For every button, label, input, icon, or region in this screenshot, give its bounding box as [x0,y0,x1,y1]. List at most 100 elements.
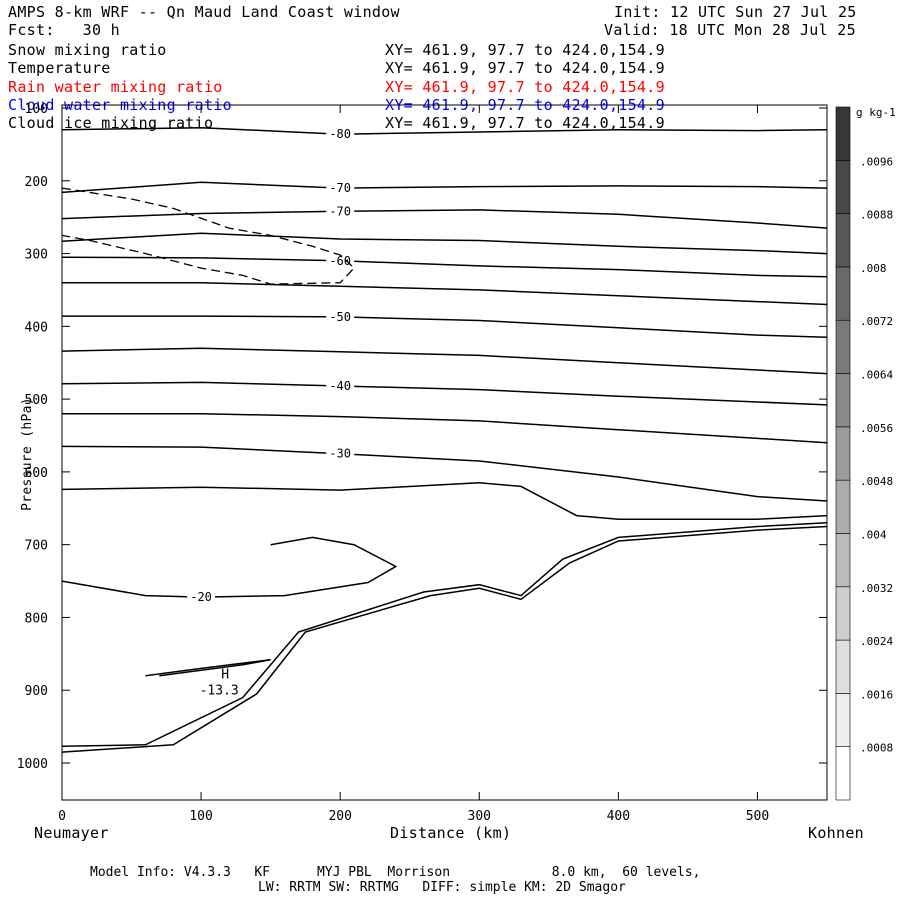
field-xy: XY= 461.9, 97.7 to 424.0,154.9 [385,114,665,132]
colorbar-label: .0056 [860,422,893,435]
colorbar-swatch [835,639,851,694]
colorbar-swatch [835,479,851,534]
contour-line [62,281,828,306]
x-tick-label: 500 [746,809,769,824]
colorbar-swatch [835,160,851,214]
model-info: Model Info: V4.3.3 KF MYJ PBL Morrison 8… [90,865,701,880]
contour-label: -30 [329,447,351,461]
x-right-label: Kohnen [808,824,864,842]
y-axis: 100 200 300 400 500 600 700 800 900 1000 [17,102,827,772]
contour-label: -40 [329,379,351,393]
y-tick-label: 100 [25,102,48,117]
contour-line [61,536,398,598]
snow-contour-line [61,187,356,285]
contour-line [61,482,828,520]
y-tick-label: 200 [25,175,48,190]
x-axis-label: Distance (km) [390,824,512,842]
x-tick-label: 400 [607,809,630,824]
contour-line [61,209,828,229]
contour-label-bg [326,203,355,218]
colorbar-label: .0064 [860,369,893,382]
colorbar-label: .0072 [860,315,893,328]
field-name: Snow mixing ratio [8,41,167,59]
y-axis-label: Pressure (hPa) [20,397,35,511]
y-tick-label: 300 [25,248,48,263]
colorbar-swatch [835,746,851,801]
contour-line [61,525,828,753]
chart-title: AMPS 8-km WRF -- Qn Maud Land Coast wind… [8,3,400,21]
y-tick-label: 700 [25,539,48,554]
contour-line [61,181,828,194]
colorbar-unit: g kg-1 [856,106,896,119]
x-tick-label: 300 [468,809,491,824]
contour-line [61,256,828,278]
contour-label: -70 [329,181,351,195]
contour-line [61,445,828,502]
x-tick-label: 100 [189,809,212,824]
field-xy: XY= 461.9, 97.7 to 424.0,154.9 [385,59,665,77]
field-xy: XY= 461.9, 97.7 to 424.0,154.9 [385,78,665,96]
y-tick-label: 500 [25,393,48,408]
field-name: Temperature [8,59,111,77]
max-value: -13.3 [200,684,239,699]
contour-line [61,381,828,406]
snow-contour [61,187,356,285]
init-time: Init: 12 UTC Sun 27 Jul 25 [614,3,857,21]
contour-label-bg [326,252,355,267]
contour-line [62,412,828,444]
contour-line [61,126,828,135]
max-label: H [221,668,229,683]
x-left-label: Neumayer [34,824,109,842]
temperature-contours: -80 -70 -70 -60 -50 -40 -30 -20 [61,126,828,753]
colorbar-swatch [835,533,851,588]
contour-label: -20 [190,590,212,604]
colorbar-swatch [835,586,851,641]
colorbar-label: .0088 [860,209,893,222]
forecast-hour: Fcst: 30 h [8,21,120,39]
contour-label-bg [326,126,355,141]
y-tick-label: 400 [25,320,48,335]
plot-frame [61,104,828,801]
contour-line [145,658,271,677]
colorbar-swatch [835,319,851,374]
colorbar-swatch [835,426,851,481]
contour-label-bg [187,589,216,604]
colorbar-label: .0024 [860,635,893,648]
y-tick-label: 600 [25,466,48,481]
maximum-marker: H-13.3 [200,668,239,699]
field-name: Rain water mixing ratio [8,78,223,96]
colorbar-label: .0096 [860,155,893,168]
field-name: Cloud ice mixing ratio [8,114,214,132]
colorbar-swatch [835,266,851,321]
colorbar-label: .0016 [860,688,893,701]
contour-label: -80 [329,127,351,141]
contour-label: -70 [329,204,351,218]
contour-line [61,347,828,375]
y-tick-label: 1000 [17,757,48,772]
contour-label-bg [326,308,355,323]
contour-line [61,522,828,748]
contour-label-bg [326,180,355,195]
contour-line [61,232,828,255]
contour-label: -60 [329,254,351,268]
contour-label-bg [326,445,355,460]
y-tick-label: 800 [25,611,48,626]
colorbar-swatch [835,693,851,747]
colorbar-label: .0008 [860,742,893,755]
x-axis: 0 100 200 300 400 500 [58,105,769,824]
x-tick-label: 0 [58,809,66,824]
y-tick-label: 900 [25,684,48,699]
field-xy: XY= 461.9, 97.7 to 424.0,154.9 [385,41,665,59]
valid-time: Valid: 18 UTC Mon 28 Jul 25 [604,21,856,39]
x-tick-label: 200 [328,809,351,824]
contour-line [62,315,828,339]
colorbar-swatch [835,373,851,428]
model-physics: LW: RRTM SW: RRTMG DIFF: simple KM: 2D S… [258,880,626,895]
colorbar: .0008 .0016 .0024 .0032 .004 .0048 .0056 .0064.… [835,106,896,801]
colorbar-label: .0048 [860,475,893,488]
contour-label: -50 [329,310,351,324]
colorbar-label: .008 [860,262,887,275]
colorbar-swatch [835,213,851,268]
colorbar-label: .0032 [860,582,893,595]
